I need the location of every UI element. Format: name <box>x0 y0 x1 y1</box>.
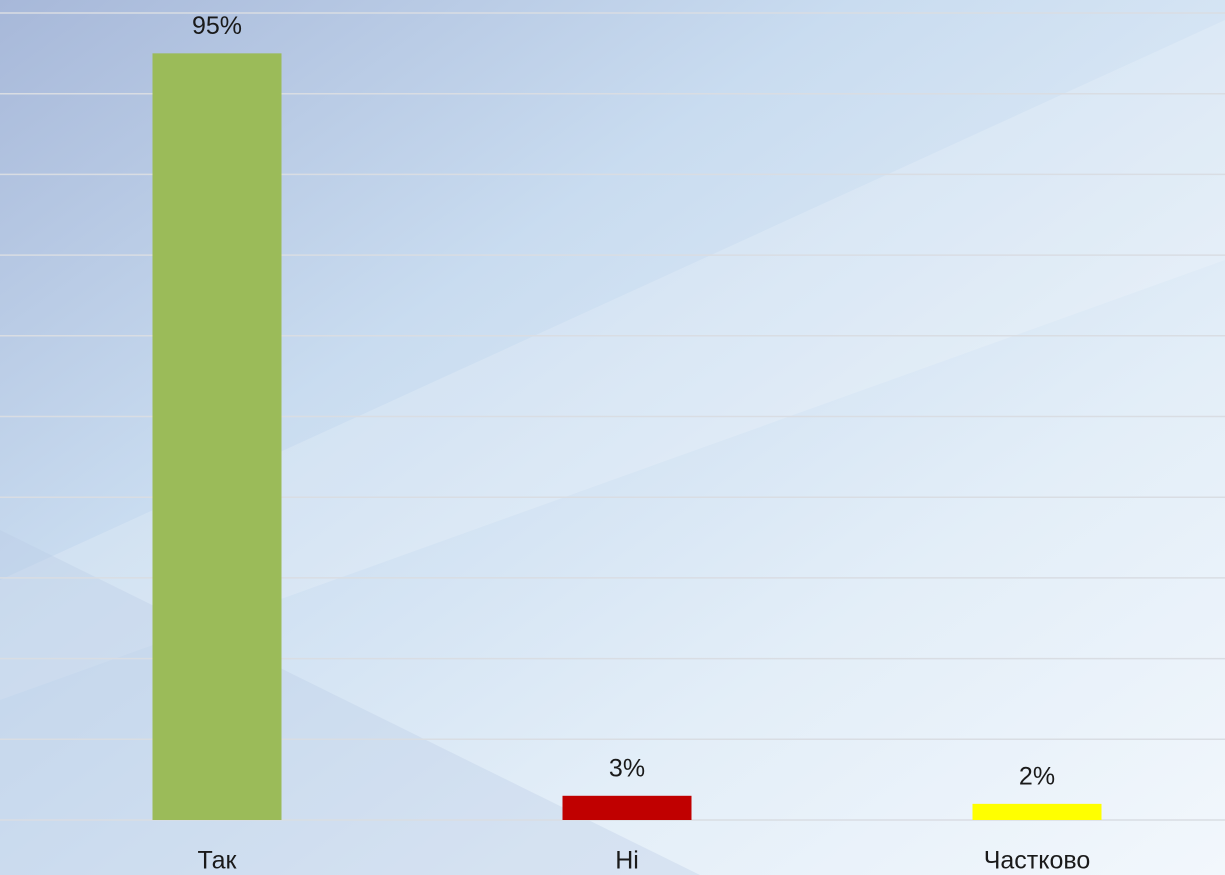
x-tick-label: Ні <box>615 847 639 875</box>
value-label: 3% <box>609 754 645 782</box>
bar <box>152 53 282 821</box>
bar <box>972 803 1102 820</box>
value-label: 95% <box>192 12 242 40</box>
x-tick-label: Частково <box>984 847 1091 875</box>
bar <box>562 795 692 820</box>
value-label: 2% <box>1019 762 1055 790</box>
x-tick-label: Так <box>198 847 238 875</box>
background-sheen <box>0 20 1225 700</box>
